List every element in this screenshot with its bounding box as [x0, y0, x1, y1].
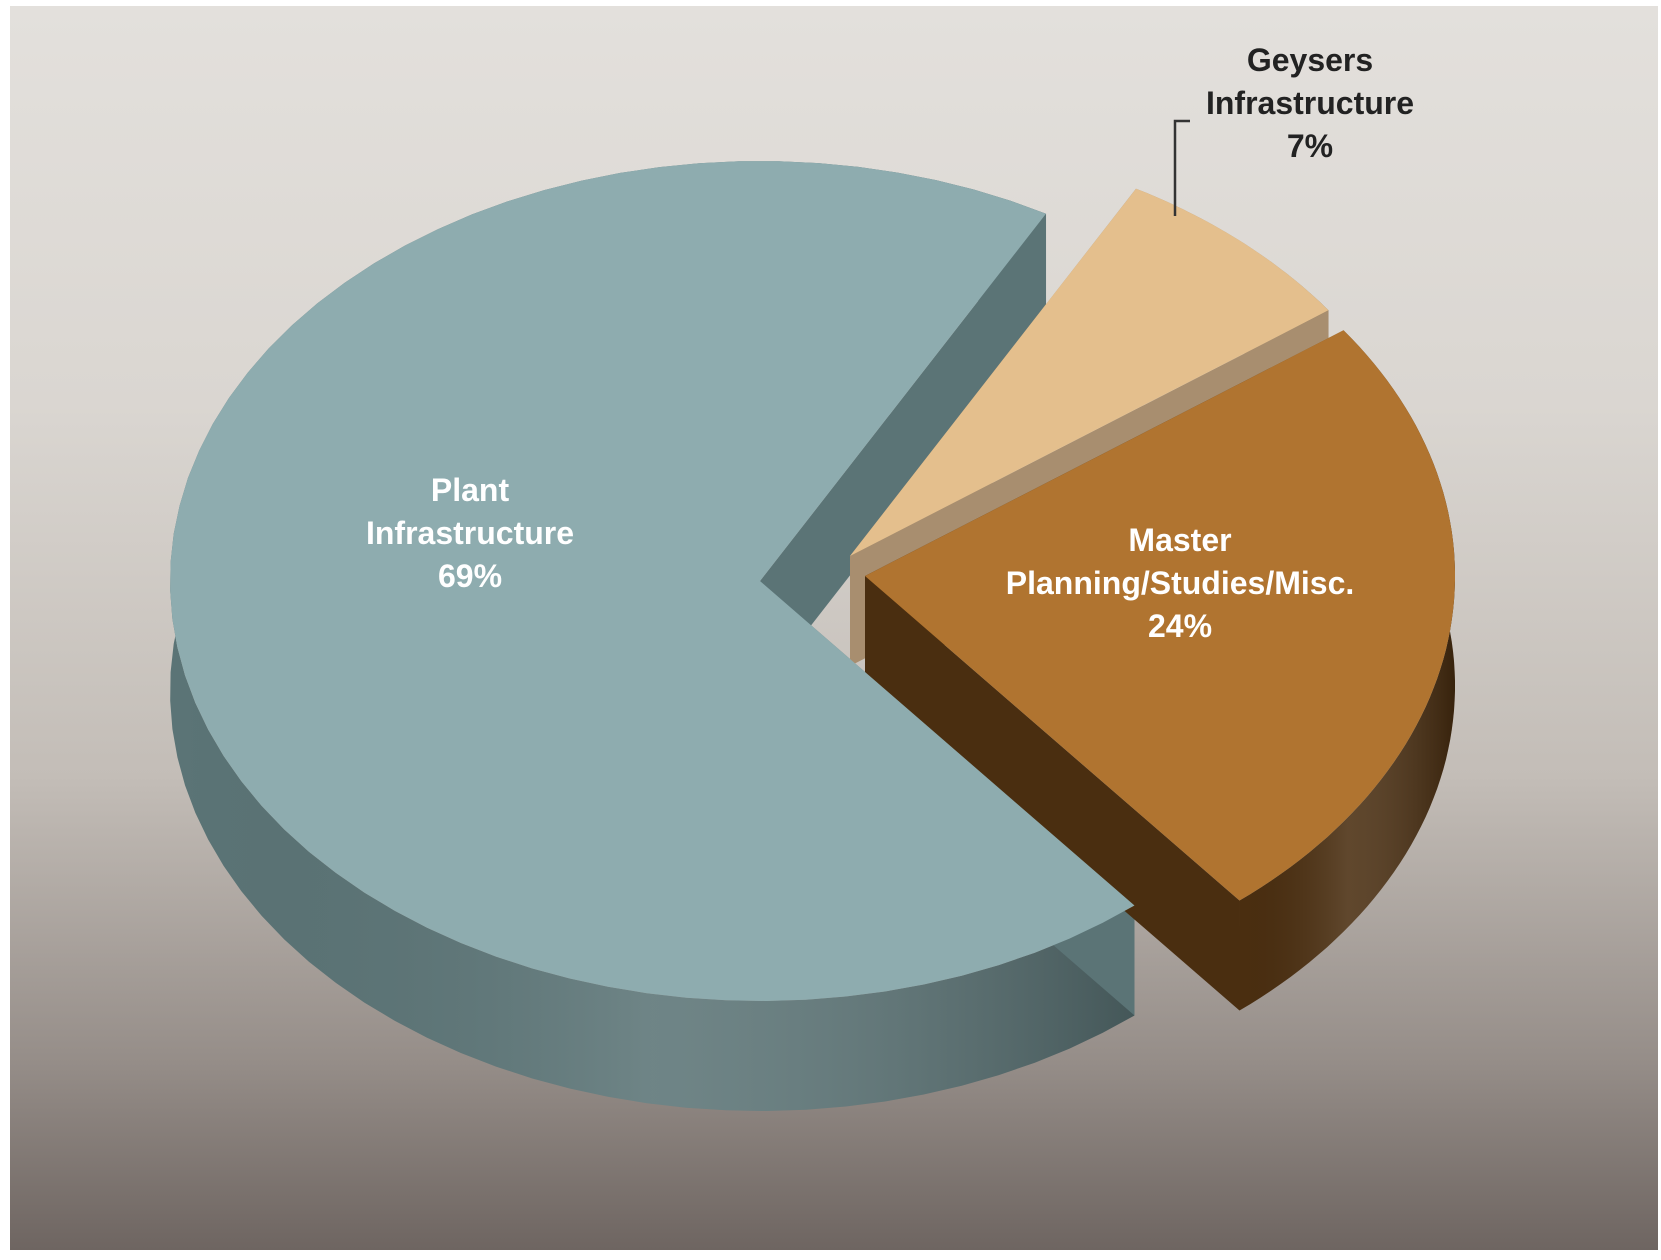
slice-label-line-plant-0: Plant — [431, 472, 510, 508]
slice-label-line-master-1: Planning/Studies/Misc. — [1006, 565, 1355, 601]
slice-label-line-geysers-0: Geysers — [1247, 42, 1373, 78]
slice-label-line-master-2: 24% — [1148, 608, 1212, 644]
slice-label-line-geysers-2: 7% — [1287, 128, 1333, 164]
slice-label-line-plant-2: 69% — [438, 558, 502, 594]
slice-label-line-geysers-1: Infrastructure — [1206, 85, 1414, 121]
slice-label-geysers: Geysers Infrastructure 7% — [1206, 42, 1414, 164]
leader-line-geysers — [1175, 121, 1190, 216]
slice-label-line-plant-1: Infrastructure — [366, 515, 574, 551]
pie-chart: Plant Infrastructure 69% Geysers Infrastruct… — [10, 6, 1658, 1250]
chart-panel: Plant Infrastructure 69% Geysers Infrastruct… — [10, 6, 1658, 1250]
slice-label-line-master-0: Master — [1128, 522, 1231, 558]
